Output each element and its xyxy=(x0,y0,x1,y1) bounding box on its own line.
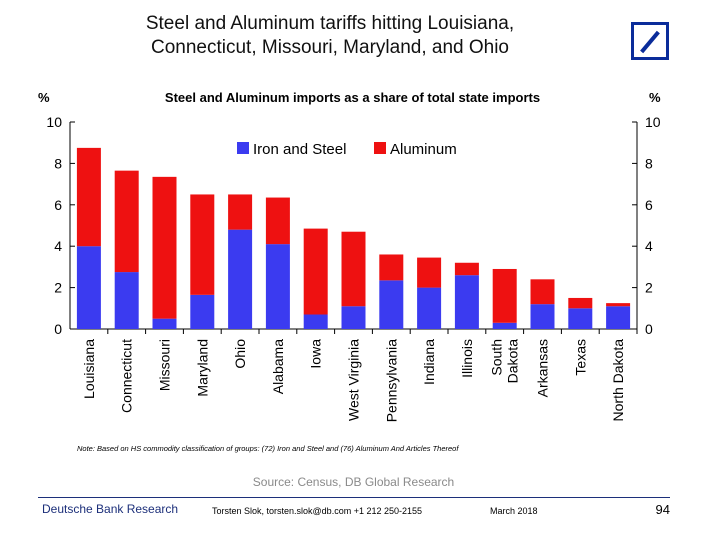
bar-aluminum xyxy=(190,194,215,295)
bar-aluminum xyxy=(568,297,593,309)
bar-iron-steel xyxy=(190,294,215,329)
bar-iron-steel xyxy=(114,272,139,329)
bar-aluminum xyxy=(379,254,404,281)
title-line-2: Connecticut, Missouri, Maryland, and Ohi… xyxy=(151,37,509,58)
bar-aluminum xyxy=(114,170,139,273)
bar-iron-steel xyxy=(454,275,479,329)
x-tick-label: Arkansas xyxy=(535,339,551,397)
right-y-tick-label: 10 xyxy=(645,114,661,130)
bar-iron-steel xyxy=(228,229,253,329)
bar-iron-steel xyxy=(152,318,177,329)
bar-iron-steel xyxy=(530,304,555,329)
legend-label-aluminum: Aluminum xyxy=(390,141,457,158)
bar-iron-steel xyxy=(606,306,631,329)
bar-iron-steel xyxy=(417,287,442,329)
bar-iron-steel xyxy=(303,314,328,329)
deutsche-bank-logo-icon xyxy=(631,22,669,60)
footer-author: Torsten Slok, torsten.slok@db.com +1 212… xyxy=(212,506,423,516)
bar-aluminum xyxy=(152,176,177,319)
chart-title: Steel and Aluminum imports as a share of… xyxy=(164,90,541,105)
x-tick-label: Indiana xyxy=(421,339,437,385)
x-tick-label: Texas xyxy=(572,339,588,376)
footer-divider xyxy=(38,497,670,498)
bar-aluminum xyxy=(76,147,101,247)
slide-title: Steel and Aluminum tariffs hitting Louis… xyxy=(60,12,600,60)
legend-swatch-iron-steel xyxy=(237,142,249,154)
chart-source: Source: Census, DB Global Research xyxy=(252,475,455,489)
bar-iron-steel xyxy=(379,280,404,329)
bar-iron-steel xyxy=(492,322,517,329)
bar-iron-steel xyxy=(76,246,101,329)
x-tick-label: Missouri xyxy=(157,339,173,391)
right-y-tick-label: 6 xyxy=(645,197,653,213)
right-y-tick-label: 8 xyxy=(645,155,653,171)
right-axis-unit: % xyxy=(649,90,661,105)
x-tick-label: Maryland xyxy=(194,339,210,397)
bar-iron-steel xyxy=(568,308,593,329)
x-tick-label: Illinois xyxy=(459,339,475,378)
x-tick-label: Iowa xyxy=(308,339,324,369)
footer-page-number: 94 xyxy=(655,502,670,517)
bar-aluminum xyxy=(492,268,517,323)
left-y-tick-label: 8 xyxy=(54,155,62,171)
right-y-tick-label: 2 xyxy=(645,280,653,296)
legend-label-iron-steel: Iron and Steel xyxy=(253,141,346,158)
chart-note: Note: Based on HS commodity classificati… xyxy=(77,444,459,453)
left-y-tick-label: 2 xyxy=(54,280,62,296)
left-axis-unit: % xyxy=(38,90,50,105)
left-y-tick-label: 10 xyxy=(46,114,62,130)
right-y-tick-label: 0 xyxy=(645,321,653,337)
left-y-tick-label: 0 xyxy=(54,321,62,337)
footer-brand: Deutsche Bank Research xyxy=(42,502,179,516)
right-y-tick-label: 4 xyxy=(645,238,653,254)
bar-iron-steel xyxy=(341,306,366,329)
bar-aluminum xyxy=(341,231,366,307)
title-line-1: Steel and Aluminum tariffs hitting Louis… xyxy=(145,13,515,34)
x-tick-label: Louisiana xyxy=(81,339,97,399)
bar-iron-steel xyxy=(265,244,290,329)
bar-aluminum xyxy=(228,194,253,230)
bar-aluminum xyxy=(606,303,631,307)
x-tick-label: Ohio xyxy=(232,339,248,369)
bar-aluminum xyxy=(530,279,555,305)
x-tick-label: Alabama xyxy=(270,339,286,394)
footer-date: March 2018 xyxy=(490,506,538,516)
x-tick-label: Connecticut xyxy=(119,339,135,413)
left-y-tick-label: 4 xyxy=(54,238,62,254)
bar-aluminum xyxy=(303,228,328,315)
x-tick-label: North Dakota xyxy=(610,339,626,422)
x-tick-label: West Virginia xyxy=(346,339,362,421)
x-tick-label: South xyxy=(489,339,505,376)
bar-aluminum xyxy=(265,197,290,245)
bar-aluminum xyxy=(454,262,479,276)
bar-aluminum xyxy=(417,257,442,288)
x-tick-label: Dakota xyxy=(505,339,521,384)
left-y-tick-label: 6 xyxy=(54,197,62,213)
legend-swatch-aluminum xyxy=(374,142,386,154)
x-tick-label: Pennsylvania xyxy=(383,339,399,422)
